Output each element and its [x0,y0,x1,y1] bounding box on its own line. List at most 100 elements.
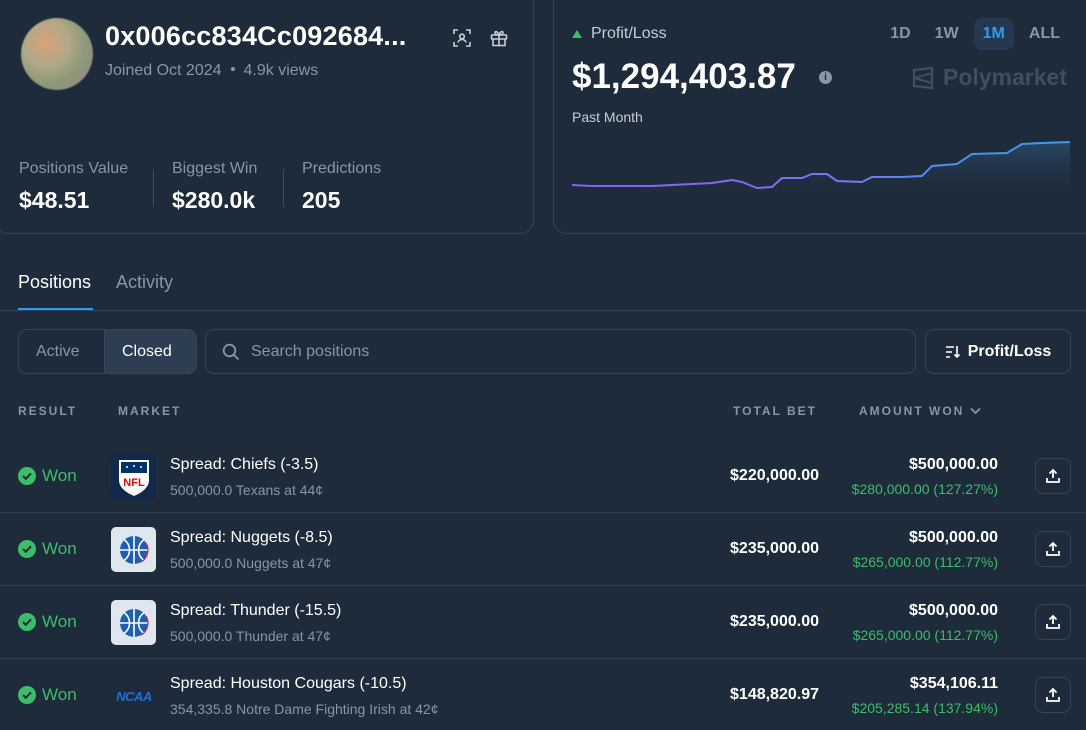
pnl-label: Profit/Loss [572,25,667,43]
market-title[interactable]: Spread: Nuggets (-8.5) [170,529,333,546]
market-subtitle: 500,000.0 Thunder at 47¢ [170,628,331,644]
search-icon [222,343,240,360]
share-icon [1046,614,1060,629]
share-icon [1046,541,1060,556]
total-bet: $148,820.97 [730,686,819,703]
range-tab-1m[interactable]: 1M [973,18,1014,50]
joined-date: Joined Oct 2024 [105,62,222,79]
basketball-icon [111,600,156,645]
stat-label: Positions Value [19,160,129,177]
result-label: Won [42,466,77,485]
check-circle-icon [18,540,36,558]
table-row[interactable]: Won NFL Spread: Chiefs (-3.5) 500,000.0 … [0,440,1086,513]
range-tab-all[interactable]: ALL [1028,25,1060,42]
col-header-market: MARKET [118,404,182,418]
col-header-result: RESULT [18,404,78,418]
share-button[interactable] [1035,677,1071,713]
share-icon [1046,687,1060,702]
pnl-sparkline-chart [572,141,1070,203]
status-segmented-control: Active Closed [18,329,197,374]
tab-activity[interactable]: Activity [116,272,174,292]
username: 0x006cc834Cc092684... [105,21,407,51]
market-subtitle: 500,000.0 Nuggets at 47¢ [170,555,332,571]
share-button[interactable] [1035,458,1071,494]
check-circle-icon [18,613,36,631]
view-count: 4.9k views [243,62,319,79]
info-icon[interactable]: i [819,71,832,84]
polymarket-logo: Polymarket [911,64,1067,91]
segment-active[interactable]: Active [36,342,80,360]
result-won: Won [18,539,77,559]
gain: $280,000.00 (127.27%) [851,481,998,497]
stat-value: 205 [302,187,341,213]
nfl-logo-icon: NFL [111,454,156,499]
range-tab-1w[interactable]: 1W [934,25,959,42]
chevron-down-icon [970,407,981,415]
content-tabs: Positions Activity [0,262,1086,311]
segment-closed[interactable]: Closed [104,330,196,373]
stat-label: Biggest Win [172,160,258,177]
up-triangle-icon [572,30,582,38]
amount-won: $354,106.11 [909,675,998,692]
svg-text:NCAA: NCAA [116,689,152,704]
market-subtitle: 500,000.0 Texans at 44¢ [170,482,324,498]
profile-meta: Joined Oct 2024 4.9k views [105,62,318,80]
polymarket-mark-icon [912,66,934,89]
table-row[interactable]: Won Spread: Nuggets (-8.5) 500,000.0 Nug… [0,513,1086,586]
stat-divider [283,169,284,207]
qr-scan-icon[interactable] [451,27,473,49]
amount-won: $500,000.00 [909,456,998,473]
tab-positions[interactable]: Positions [18,272,92,292]
separator-dot [230,67,235,72]
result-label: Won [42,612,77,631]
result-won: Won [18,466,77,486]
range-tab-1d[interactable]: 1D [890,25,911,42]
col-header-amount-won[interactable]: AMOUNT WON [859,404,981,418]
stat-positions-value: Positions Value $48.51 [19,160,128,214]
basketball-icon [111,527,156,572]
stat-biggest-win: Biggest Win $280.0k [172,160,257,214]
stat-predictions: Predictions 205 [302,160,381,214]
gain: $265,000.00 (112.77%) [852,627,998,643]
sort-label: Profit/Loss [967,342,1052,360]
market-title[interactable]: Spread: Chiefs (-3.5) [170,456,319,473]
sparkline-fill [572,142,1070,203]
gain: $205,285.14 (137.94%) [851,700,998,716]
share-button[interactable] [1035,531,1071,567]
stat-value: $280.0k [172,187,256,213]
search-input[interactable] [251,342,851,361]
gift-icon[interactable] [488,27,510,49]
total-bet: $235,000.00 [730,540,819,557]
result-won: Won [18,612,77,632]
amount-won: $500,000.00 [909,529,998,546]
brand-name: Polymarket [942,64,1067,90]
total-bet: $220,000.00 [730,467,819,484]
active-tab-indicator [18,308,93,310]
check-circle-icon [18,686,36,704]
range-tabs: 1D 1W 1M ALL [881,18,1069,50]
check-circle-icon [18,467,36,485]
table-row[interactable]: Won NCAA Spread: Houston Cougars (-10.5)… [0,659,1086,730]
pnl-label-text: Profit/Loss [591,25,667,42]
col-header-total-bet[interactable]: TOTAL BET [733,404,817,418]
col-header-amount-won-label: AMOUNT WON [859,404,965,418]
market-title[interactable]: Spread: Houston Cougars (-10.5) [170,675,407,692]
market-title[interactable]: Spread: Thunder (-15.5) [170,602,342,619]
pnl-period: Past Month [572,109,643,125]
sort-button[interactable]: Profit/Loss [925,329,1071,374]
gain: $265,000.00 (112.77%) [852,554,998,570]
stat-label: Predictions [302,160,382,177]
share-icon [1046,468,1060,483]
ncaa-logo-icon: NCAA [111,673,156,718]
search-box [205,329,916,374]
share-button[interactable] [1035,604,1071,640]
table-row[interactable]: Won Spread: Thunder (-15.5) 500,000.0 Th… [0,586,1086,659]
amount-won: $500,000.00 [909,602,998,619]
profit-loss-card: Profit/Loss $1,294,403.87 i Past Month 1… [553,0,1086,234]
result-won: Won [18,685,77,705]
total-bet: $235,000.00 [730,613,819,630]
stat-value: $48.51 [19,187,90,213]
avatar[interactable] [21,18,93,90]
sort-icon [945,345,960,358]
svg-text:NFL: NFL [123,477,145,489]
